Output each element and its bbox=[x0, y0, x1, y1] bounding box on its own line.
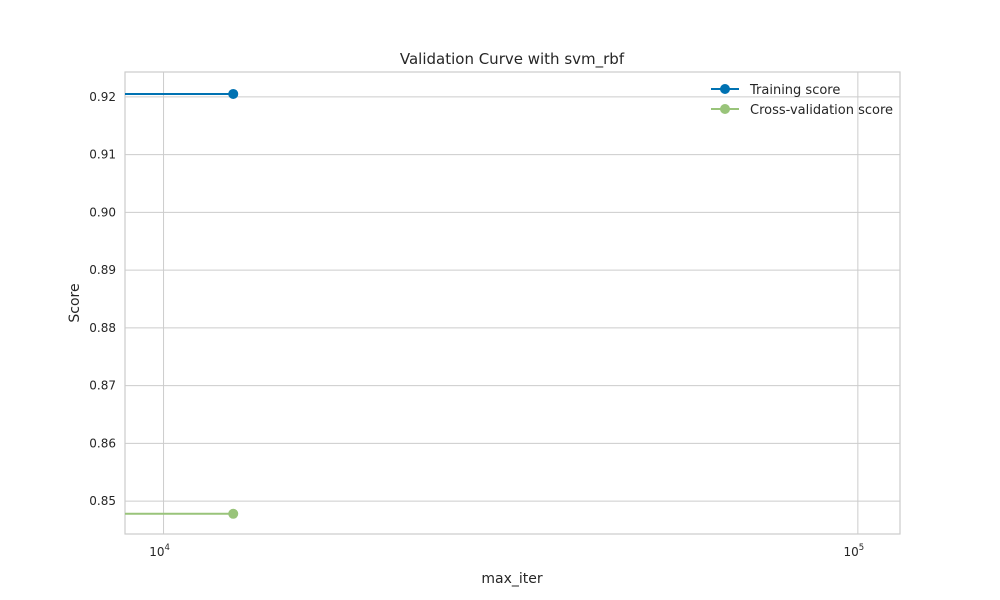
legend-label-training: Training score bbox=[749, 83, 840, 98]
x-tick-label: 105 bbox=[844, 543, 865, 559]
legend-marker-training bbox=[720, 84, 730, 94]
y-tick-label: 0.89 bbox=[89, 263, 116, 277]
x-tick-exponent: 5 bbox=[859, 543, 864, 553]
chart-title: Validation Curve with svm_rbf bbox=[400, 50, 625, 69]
y-tick-label: 0.87 bbox=[89, 379, 116, 393]
y-axis-label: Score bbox=[67, 283, 83, 322]
data-point-training bbox=[228, 88, 239, 99]
y-tick-label: 0.85 bbox=[89, 494, 116, 508]
grid-lines bbox=[125, 72, 900, 534]
legend-label-cross-validation: Cross-validation score bbox=[750, 103, 893, 118]
y-tick-label: 0.86 bbox=[89, 436, 116, 450]
y-tick-label: 0.92 bbox=[89, 90, 116, 104]
y-tick-label: 0.91 bbox=[89, 148, 116, 162]
y-tick-label: 0.90 bbox=[89, 205, 116, 219]
x-axis-label: max_iter bbox=[481, 571, 542, 587]
y-tick-labels: 0.85 0.86 0.87 0.88 0.89 0.90 0.91 0.92 bbox=[89, 90, 116, 508]
y-tick-label: 0.88 bbox=[89, 321, 116, 335]
series-layer bbox=[125, 88, 239, 519]
data-point-cross-validation bbox=[228, 508, 239, 519]
x-tick-exponent: 4 bbox=[164, 543, 169, 553]
x-tick-base: 10 bbox=[844, 545, 859, 559]
plot-area-frame bbox=[124, 71, 901, 535]
x-tick-labels: 104 105 bbox=[149, 543, 864, 559]
x-tick-label: 104 bbox=[149, 543, 170, 559]
legend: Training score Cross-validation score bbox=[711, 83, 893, 118]
legend-marker-cross-validation bbox=[720, 104, 730, 114]
x-tick-base: 10 bbox=[149, 545, 164, 559]
